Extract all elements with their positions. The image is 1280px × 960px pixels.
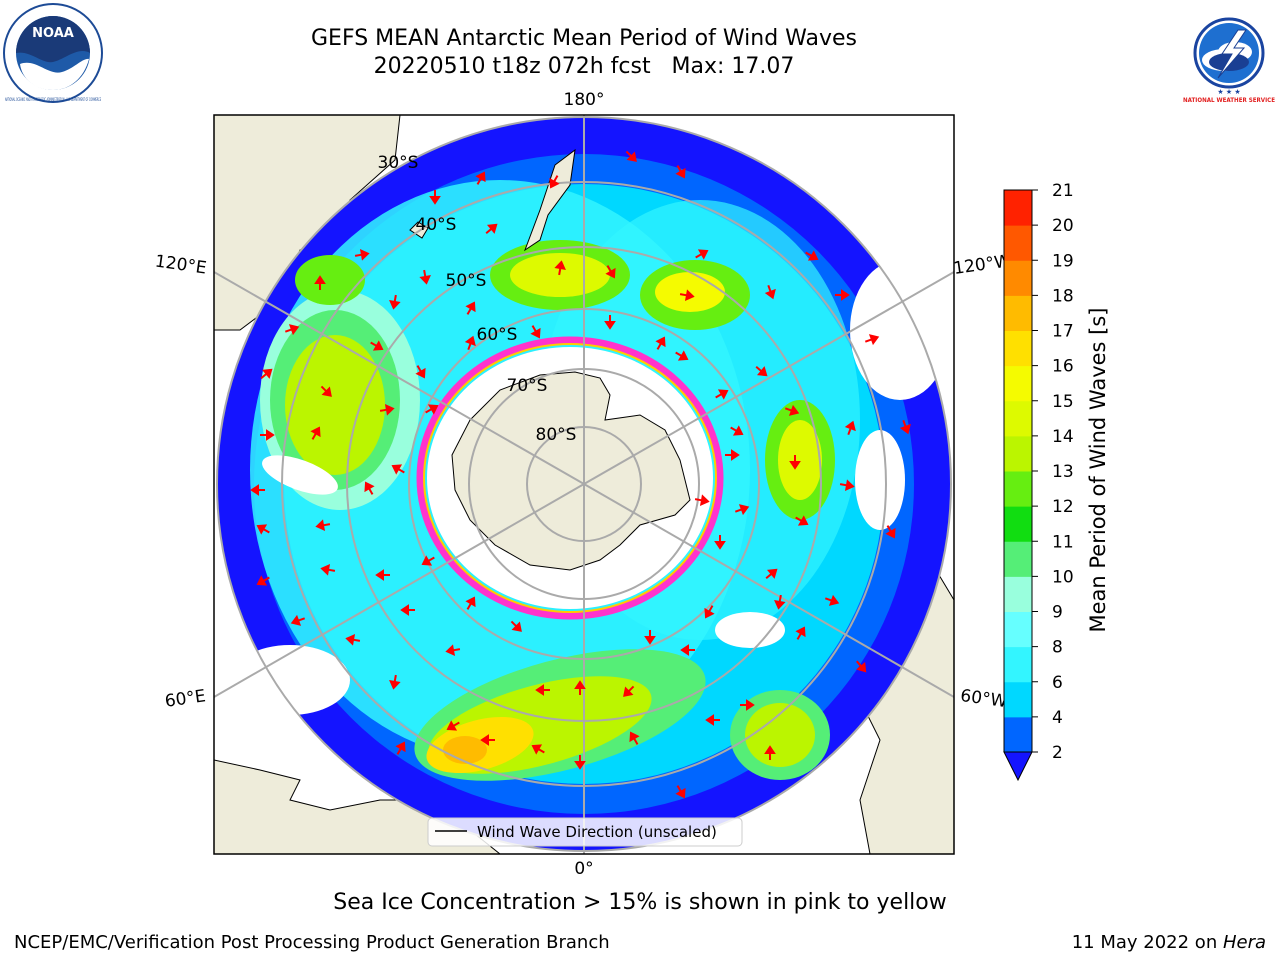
colorbar-segment [1004, 190, 1032, 226]
lon-label-120w: 120°W [952, 251, 1012, 279]
colorbar-tick-label: 14 [1052, 427, 1074, 447]
sea-ice-note: Sea Ice Concentration > 15% is shown in … [333, 890, 947, 915]
colorbar-tick-label: 16 [1052, 357, 1074, 377]
map-legend: Wind Wave Direction (unscaled) [427, 817, 743, 847]
lat-label-30s: 30°S [378, 153, 419, 173]
colorbar-segment [1004, 681, 1032, 718]
colorbar-tick-label: 8 [1052, 638, 1063, 658]
colorbar-tick-label: 9 [1052, 603, 1063, 623]
noaa-logo: NOAA NATIONAL OCEANIC AND ATMOSPHERIC AD… [3, 3, 103, 103]
colorbar-segment [1004, 471, 1032, 507]
colorbar-tick-label: 20 [1052, 216, 1074, 236]
lat-label-80s: 80°S [536, 425, 577, 445]
footer-producer: NCEP/EMC/Verification Post Processing Pr… [14, 932, 610, 953]
lon-label-60w: 60°W [959, 686, 1008, 712]
lon-label-120e: 120°E [154, 252, 208, 279]
lat-label-70s: 70°S [507, 376, 548, 396]
colorbar-segment [1004, 576, 1032, 612]
lon-label-60e: 60°E [164, 686, 207, 711]
colorbar-segment [1004, 295, 1032, 331]
noaa-ring-text: NATIONAL OCEANIC AND ATMOSPHERIC ADMINIS… [5, 97, 101, 102]
nws-ring-text: NATIONAL WEATHER SERVICE [1183, 97, 1275, 104]
colorbar-tick-label: 11 [1052, 532, 1074, 552]
antarctica-landmass [451, 371, 691, 571]
colorbar-tick-label: 21 [1052, 181, 1074, 201]
footer-host: Hera [1222, 932, 1266, 953]
lon-label-180: 180° [564, 90, 605, 110]
colorbar-tick-label: 10 [1052, 567, 1074, 587]
colorbar-segment [1004, 541, 1032, 577]
colorbar-tick-label: 17 [1052, 322, 1074, 342]
colorbar-tick-label: 18 [1052, 286, 1074, 306]
map-area: Wind Wave Direction (unscaled) [214, 115, 954, 854]
colorbar: 2 4 6 8 9 10 11 12 13 14 15 16 17 18 19 20 21 [1003, 181, 1074, 782]
colorbar-segment [1004, 506, 1032, 542]
colorbar-segment [1004, 260, 1032, 296]
lon-label-0: 0° [574, 859, 593, 879]
map-title: GEFS MEAN Antarctic Mean Period of Wind … [311, 26, 857, 51]
colorbar-tick-label: 2 [1052, 743, 1063, 763]
colorbar-tick-label: 15 [1052, 392, 1074, 412]
lat-label-50s: 50°S [446, 271, 487, 291]
map-frame [213, 114, 955, 855]
svg-text:★ ★ ★: ★ ★ ★ [1217, 88, 1240, 96]
colorbar-segment [1004, 646, 1032, 683]
colorbar-tick-label: 4 [1052, 708, 1063, 728]
lat-label-40s: 40°S [416, 215, 457, 235]
colorbar-segment [1004, 716, 1032, 753]
colorbar-segment [1004, 400, 1032, 437]
graticule [214, 115, 954, 854]
colorbar-segment [1004, 365, 1032, 402]
colorbar-tick-label: 6 [1052, 673, 1063, 693]
colorbar-label: Mean Period of Wind Waves [s] [1086, 308, 1110, 633]
footer-date-text: 11 May 2022 on [1071, 932, 1223, 953]
colorbar-tick-label: 12 [1052, 497, 1074, 517]
colorbar-tick-label: 19 [1052, 251, 1074, 271]
sea-ice-edge [416, 336, 724, 620]
colorbar-segment [1004, 435, 1032, 472]
wind-wave-arrows [250, 150, 911, 799]
colorbar-segment [1004, 330, 1032, 367]
lat-label-60s: 60°S [477, 325, 518, 345]
new-zealand [523, 148, 576, 252]
footer-date: 11 May 2022 on Hera [1072, 932, 1266, 953]
map-subtitle: 20220510 t18z 072h fcst Max: 17.07 [373, 54, 795, 79]
colorbar-segment [1004, 225, 1032, 261]
noaa-logo-text: NOAA [32, 26, 74, 41]
nws-logo: NATIONAL WEATHER SERVICE ★ ★ ★ [1180, 4, 1278, 104]
colorbar-segment [1004, 611, 1032, 648]
colorbar-extend-triangle [1003, 751, 1033, 782]
legend-wind-wave-direction: Wind Wave Direction (unscaled) [477, 823, 717, 841]
colorbar-tick-label: 13 [1052, 462, 1074, 482]
